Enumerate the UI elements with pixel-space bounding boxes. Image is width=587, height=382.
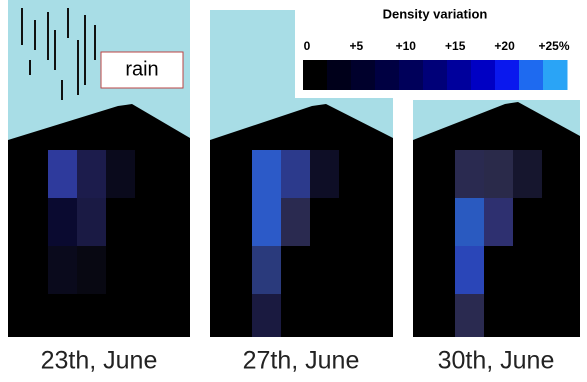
- colorbar-title: Density variation: [383, 6, 488, 21]
- colorbar-cell: [447, 60, 472, 90]
- panel-label: 23th, June: [41, 347, 158, 375]
- colorbar-cell: [351, 60, 376, 90]
- colorbar-cell: [327, 60, 352, 90]
- colorbar-cell: [495, 60, 520, 90]
- colorbar-tick-label: 0: [304, 39, 311, 53]
- colorbar-tick-label: +10: [396, 39, 417, 53]
- colorbar-cell: [399, 60, 424, 90]
- panel: rain 23th, June: [8, 0, 190, 375]
- colorbar-tick-label: +5: [350, 39, 364, 53]
- colorbar-cell: [303, 60, 328, 90]
- colorbar-tick-label: +20: [494, 39, 515, 53]
- colorbar: Density variation 0 +5 +10 +15 +20 +25%: [295, 0, 587, 98]
- colorbar-cell: [543, 60, 568, 90]
- colorbar-cell: [423, 60, 448, 90]
- colorbar-cell: [471, 60, 496, 90]
- annotation: rain: [125, 58, 158, 80]
- panel-label: 30th, June: [438, 347, 555, 375]
- colorbar-cell: [375, 60, 400, 90]
- colorbar-cell: [519, 60, 544, 90]
- colorbar-tick-label: +25%: [538, 39, 569, 53]
- colorbar-tick-label: +15: [445, 39, 466, 53]
- panel-label: 27th, June: [243, 347, 360, 375]
- panel: 30th, June: [413, 100, 580, 375]
